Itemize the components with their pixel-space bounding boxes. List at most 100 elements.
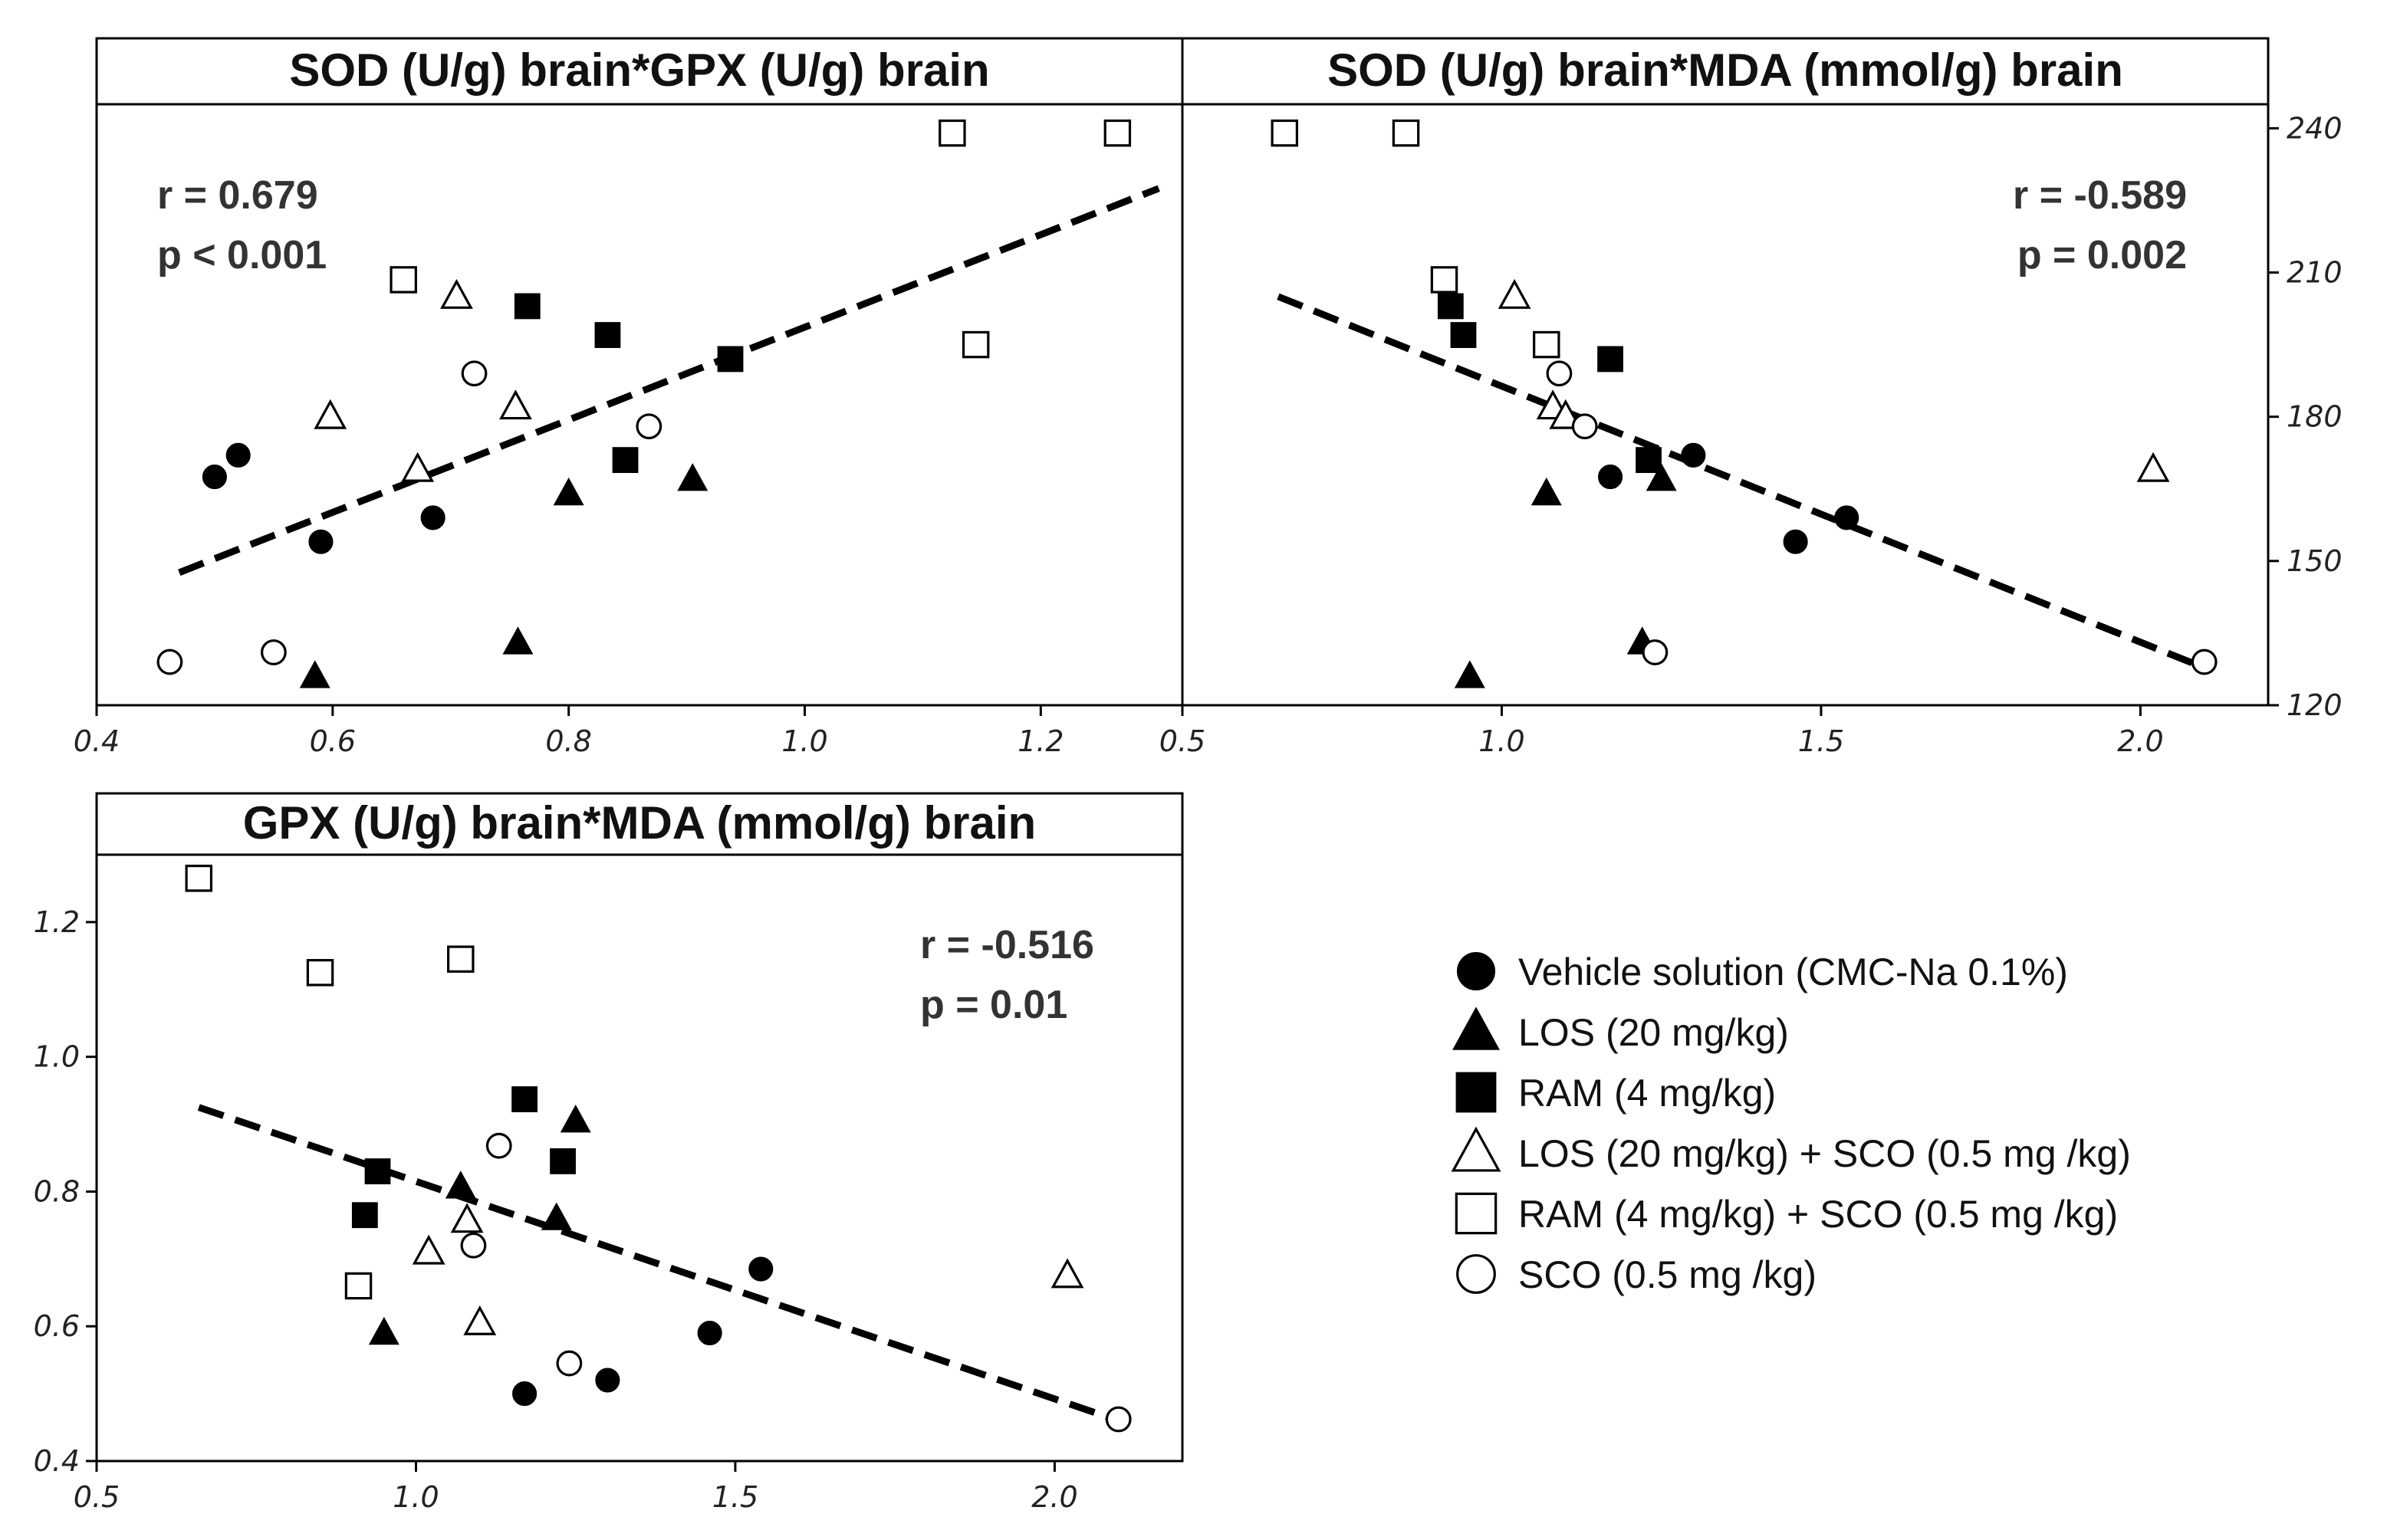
legend-filled-square-icon — [1455, 1072, 1497, 1113]
panel-1-title: SOD (U/g) brain*GPX (U/g) brain — [289, 44, 989, 96]
panel-2-p-value: p = 0.002 — [2017, 233, 2187, 277]
filled-circle-point — [225, 442, 251, 468]
open-square-point — [447, 945, 475, 973]
filled-square-point — [1437, 293, 1464, 320]
open-circle-point — [485, 1132, 512, 1159]
open-circle-icon — [1456, 1254, 1496, 1294]
x-tick-label: 0.6 — [310, 724, 356, 758]
open-square-point — [1392, 119, 1420, 147]
panel-2-r-value: r = -0.589 — [2013, 173, 2187, 218]
open-triangle-point — [401, 451, 435, 482]
filled-square-point — [1636, 447, 1662, 474]
open-triangle-point — [1498, 279, 1531, 309]
open-triangle-point — [498, 389, 532, 420]
filled-circle-point — [308, 529, 334, 554]
open-circle-point — [1571, 413, 1598, 440]
filled-square-point — [1597, 346, 1623, 373]
open-circle-point — [260, 639, 287, 665]
filled-square-point — [612, 447, 639, 474]
filled-circle-point — [697, 1320, 722, 1346]
x-tick-label: 0.8 — [545, 724, 591, 758]
panel-2-title: SOD (U/g) brain*MDA (mmol/g) brain — [1327, 44, 2123, 96]
y-tick-label: 1.2 — [34, 905, 80, 939]
filled-square-point — [717, 346, 744, 373]
legend-label-vehicle: Vehicle solution (CMC-Na 0.1%) — [1518, 951, 2068, 993]
legend-open-circle-icon — [1456, 1254, 1496, 1294]
filled-circle-point — [748, 1256, 774, 1282]
panel-3-points — [185, 865, 1132, 1433]
panel-3-title: GPX (U/g) brain*MDA (mmol/g) brain — [243, 797, 1036, 849]
legend-open-triangle-icon — [1451, 1126, 1501, 1172]
filled-triangle-point — [677, 463, 709, 491]
y-tick-label: 240 — [2287, 111, 2343, 145]
x-tick-label: 0.5 — [1159, 724, 1205, 758]
legend-item-sco: SCO (0.5 mg /kg) — [1456, 1253, 1817, 1296]
legend-filled-triangle-icon — [1452, 1006, 1500, 1050]
x-tick-label: 1.5 — [1798, 724, 1844, 758]
filled-circle-point — [512, 1381, 538, 1407]
filled-square-point — [594, 322, 621, 348]
x-tick-label: 1.2 — [1018, 724, 1064, 758]
filled-square-icon — [1455, 1072, 1497, 1113]
panel-2-title-strip — [1181, 37, 2270, 106]
filled-triangle-icon — [1452, 1006, 1500, 1050]
open-triangle-point — [450, 1203, 484, 1233]
filled-circle-point — [420, 505, 446, 530]
open-triangle-icon — [1451, 1126, 1501, 1172]
panel-gpx-mda: GPX (U/g) brain*MDA (mmol/g) brain r = -… — [34, 792, 1184, 1514]
panel-3-y-axis: 0.4 0.6 0.8 1.0 1.2 — [34, 905, 97, 1478]
legend-label-ram-sco: RAM (4 mg/kg) + SCO (0.5 mg /kg) — [1518, 1193, 2118, 1236]
filled-triangle-point — [299, 660, 330, 688]
filled-triangle-point — [368, 1316, 399, 1345]
open-circle-point — [636, 413, 663, 440]
open-square-point — [306, 959, 334, 987]
panel-2-regression — [1277, 293, 2206, 671]
open-square-point — [185, 865, 213, 892]
legend-label-los: LOS (20 mg/kg) — [1518, 1011, 1789, 1054]
open-triangle-point — [1050, 1258, 1084, 1289]
filled-square-point — [1450, 322, 1477, 348]
y-tick-label: 180 — [2287, 400, 2343, 434]
regression-line — [178, 185, 1160, 576]
filled-square-point — [550, 1148, 576, 1174]
filled-square-point — [364, 1158, 391, 1184]
open-triangle-point — [314, 399, 347, 429]
panel-3-title-strip — [95, 792, 1184, 856]
legend-open-square-icon — [1455, 1192, 1498, 1235]
x-tick-label: 0.4 — [74, 724, 120, 758]
legend-label-los-sco: LOS (20 mg/kg) + SCO (0.5 mg /kg) — [1518, 1132, 2131, 1175]
x-tick-label: 2.0 — [1031, 1480, 1077, 1514]
open-triangle-point — [440, 279, 473, 309]
open-square-point — [1103, 119, 1132, 147]
panel-sod-mda: SOD (U/g) brain*MDA (mmol/g) brain r = -… — [1159, 37, 2343, 758]
regression-line — [1277, 293, 2206, 671]
x-tick-label: 1.0 — [781, 724, 827, 758]
legend-item-los: LOS (20 mg/kg) — [1452, 1006, 1789, 1054]
filled-triangle-point — [541, 1202, 572, 1230]
x-tick-label: 1.5 — [712, 1480, 758, 1514]
legend-item-los-sco: LOS (20 mg/kg) + SCO (0.5 mg /kg) — [1451, 1126, 2131, 1175]
open-square-point — [344, 1272, 373, 1300]
legend-label-ram: RAM (4 mg/kg) — [1518, 1072, 1776, 1115]
filled-circle-point — [1834, 505, 1859, 530]
open-circle-point — [460, 1232, 487, 1259]
filled-circle-point — [1681, 442, 1706, 468]
open-circle-point — [1546, 360, 1573, 387]
x-tick-label: 0.5 — [74, 1480, 120, 1514]
filled-circle-point — [1598, 465, 1623, 490]
panel-3-r-value: r = -0.516 — [920, 923, 1094, 967]
panel-2-plot-frame — [1181, 103, 2270, 707]
panel-2-points — [1271, 119, 2218, 688]
panel-sod-gpx: SOD (U/g) brain*GPX (U/g) brain r = 0.67… — [74, 37, 1184, 758]
open-circle-point — [2191, 649, 2218, 675]
legend-item-ram-sco: RAM (4 mg/kg) + SCO (0.5 mg /kg) — [1455, 1192, 2118, 1236]
open-square-point — [1271, 119, 1299, 147]
filled-triangle-point — [1646, 463, 1677, 491]
panel-2-x-axis: 0.5 1.0 1.5 2.0 — [1159, 705, 2164, 758]
y-tick-label: 0.4 — [34, 1444, 80, 1478]
panel-1-p-value: p < 0.001 — [157, 233, 327, 277]
legend-label-sco: SCO (0.5 mg /kg) — [1518, 1253, 1817, 1296]
open-circle-point — [556, 1350, 583, 1377]
filled-square-point — [511, 1086, 538, 1112]
y-tick-label: 150 — [2287, 544, 2343, 578]
